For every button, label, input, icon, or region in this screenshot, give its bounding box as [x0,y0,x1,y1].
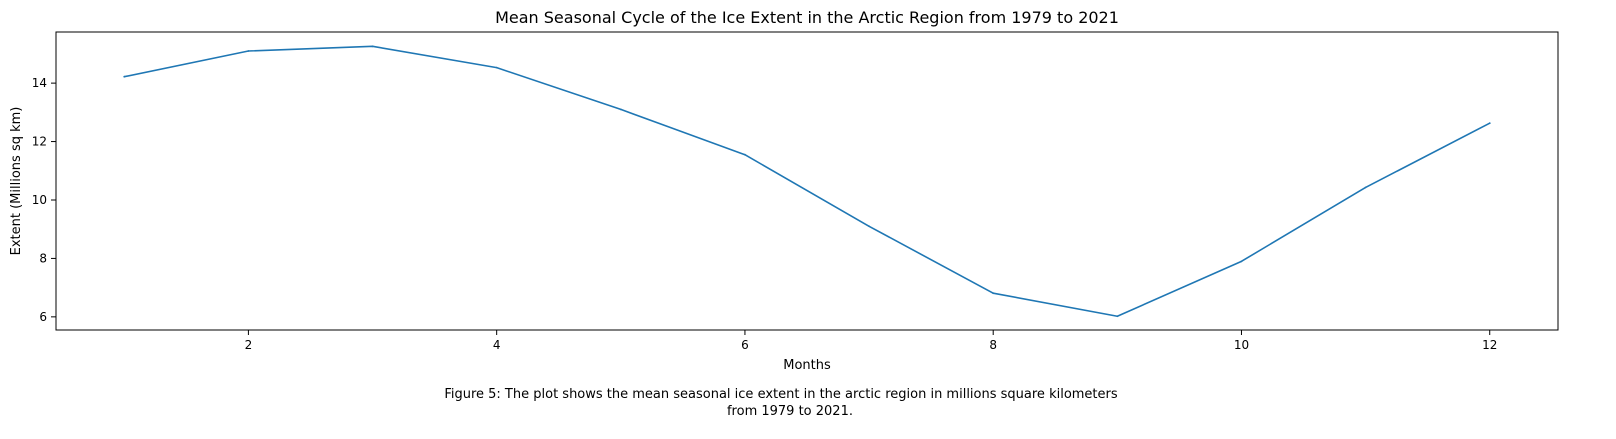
data-point [619,108,622,111]
chart-title: Mean Seasonal Cycle of the Ice Extent in… [495,8,1119,27]
x-tick-label: 10 [1234,338,1249,352]
x-tick-label: 12 [1482,338,1497,352]
data-point [1364,186,1367,189]
x-tick-label: 4 [493,338,501,352]
figure-caption-line-2: from 1979 to 2021. [727,404,853,419]
series-line [123,45,1491,318]
data-point [495,66,498,69]
plot-frame [55,31,1559,331]
series-layer [123,45,1491,318]
x-axis-label: Months [783,358,831,373]
y-axis-label: Extent (Millions sq km) [9,107,24,256]
x-tick-label: 2 [245,338,253,352]
data-point [744,153,746,156]
data-point [1240,260,1243,263]
plot-area: 2 4 6 8 10 12 6 8 10 12 14 [32,31,1559,352]
x-tick-label: 6 [741,338,749,352]
y-tick-label: 8 [39,251,47,265]
y-tick-label: 6 [39,310,47,324]
y-axis: 6 8 10 12 14 [32,76,56,324]
data-point [992,292,995,295]
data-point [868,225,870,228]
y-tick-label: 12 [32,135,47,149]
x-tick-label: 8 [989,338,997,352]
data-point [1488,122,1491,125]
data-point [371,45,374,48]
y-tick-label: 14 [32,76,47,90]
x-axis: 2 4 6 8 10 12 [245,330,1497,352]
data-point [1116,315,1119,318]
data-point [123,75,126,78]
figure-caption-line-1: Figure 5: The plot shows the mean season… [444,387,1118,402]
y-tick-label: 10 [32,193,47,207]
data-point [247,50,250,52]
